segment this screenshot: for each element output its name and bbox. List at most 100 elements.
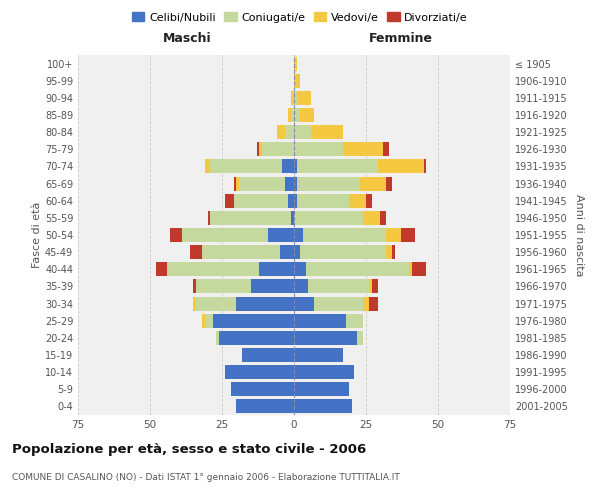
Bar — [193, 280, 196, 293]
Bar — [286, 176, 294, 190]
Bar — [294, 194, 297, 207]
Bar — [409, 262, 412, 276]
Legend: Celibi/Nubili, Coniugati/e, Vedovi/e, Divorziati/e: Celibi/Nubili, Coniugati/e, Vedovi/e, Di… — [128, 8, 472, 27]
Bar — [383, 142, 389, 156]
Bar — [251, 280, 294, 293]
Bar — [196, 296, 236, 310]
Bar — [280, 245, 294, 259]
Bar — [202, 245, 280, 259]
Bar — [343, 142, 383, 156]
Bar — [239, 176, 286, 190]
Bar — [377, 160, 424, 173]
Bar — [366, 194, 372, 207]
Bar — [167, 262, 259, 276]
Bar — [300, 245, 386, 259]
Text: Femmine: Femmine — [368, 32, 433, 44]
Bar — [297, 160, 377, 173]
Bar — [230, 382, 294, 396]
Bar — [294, 280, 308, 293]
Bar — [205, 160, 211, 173]
Bar — [277, 125, 286, 139]
Bar — [236, 400, 294, 413]
Bar — [294, 348, 343, 362]
Bar — [262, 142, 294, 156]
Bar — [259, 142, 262, 156]
Bar — [360, 176, 386, 190]
Bar — [294, 296, 314, 310]
Bar — [294, 176, 297, 190]
Bar — [294, 365, 355, 379]
Bar — [412, 262, 427, 276]
Bar — [208, 211, 211, 225]
Bar — [170, 228, 182, 242]
Bar — [380, 211, 386, 225]
Bar — [294, 331, 358, 345]
Bar — [311, 125, 343, 139]
Bar — [294, 262, 305, 276]
Bar — [214, 314, 294, 328]
Bar — [294, 314, 346, 328]
Bar — [386, 228, 401, 242]
Text: Popolazione per età, sesso e stato civile - 2006: Popolazione per età, sesso e stato civil… — [12, 442, 366, 456]
Bar — [294, 400, 352, 413]
Bar — [205, 314, 214, 328]
Bar — [369, 296, 377, 310]
Bar — [308, 280, 369, 293]
Bar — [225, 365, 294, 379]
Bar — [294, 211, 363, 225]
Bar — [358, 331, 363, 345]
Bar — [294, 245, 300, 259]
Bar — [294, 228, 302, 242]
Y-axis label: Fasce di età: Fasce di età — [32, 202, 42, 268]
Bar — [349, 194, 366, 207]
Bar — [392, 245, 395, 259]
Bar — [297, 194, 349, 207]
Bar — [182, 228, 268, 242]
Bar — [286, 125, 294, 139]
Bar — [211, 211, 291, 225]
Bar — [236, 296, 294, 310]
Bar — [233, 176, 236, 190]
Bar — [294, 91, 297, 105]
Bar — [291, 91, 294, 105]
Bar — [346, 314, 363, 328]
Y-axis label: Anni di nascita: Anni di nascita — [574, 194, 584, 276]
Bar — [291, 108, 294, 122]
Bar — [233, 194, 288, 207]
Bar — [294, 142, 343, 156]
Bar — [294, 108, 300, 122]
Bar — [190, 245, 202, 259]
Bar — [219, 331, 294, 345]
Bar — [297, 91, 311, 105]
Bar — [268, 228, 294, 242]
Bar — [294, 125, 311, 139]
Bar — [369, 280, 372, 293]
Bar — [314, 296, 363, 310]
Bar — [291, 211, 294, 225]
Bar — [236, 176, 239, 190]
Bar — [211, 160, 283, 173]
Bar — [401, 228, 415, 242]
Bar — [294, 74, 300, 88]
Bar — [372, 280, 377, 293]
Bar — [294, 56, 297, 70]
Text: Maschi: Maschi — [163, 32, 212, 44]
Bar — [225, 194, 233, 207]
Bar — [259, 262, 294, 276]
Bar — [300, 108, 314, 122]
Bar — [294, 382, 349, 396]
Bar — [202, 314, 205, 328]
Bar — [257, 142, 259, 156]
Bar — [242, 348, 294, 362]
Bar — [294, 160, 297, 173]
Bar — [386, 245, 392, 259]
Bar — [196, 280, 251, 293]
Bar — [363, 296, 369, 310]
Bar — [424, 160, 427, 173]
Bar — [288, 194, 294, 207]
Bar — [305, 262, 409, 276]
Bar — [216, 331, 219, 345]
Bar — [302, 228, 386, 242]
Bar — [386, 176, 392, 190]
Bar — [288, 108, 291, 122]
